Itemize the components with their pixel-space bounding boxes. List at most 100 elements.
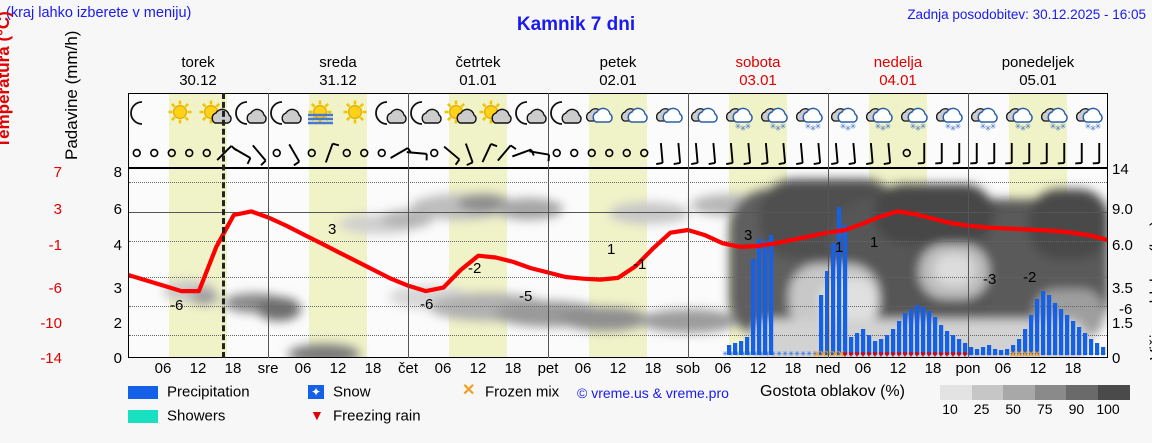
precipitation-bar [1083, 333, 1088, 355]
time-label-5: 12 [329, 360, 347, 377]
svg-text:✳: ✳ [950, 124, 957, 133]
time-label-14: 18 [644, 360, 662, 377]
freezing-rain-marker: ▼ [907, 350, 915, 357]
freezing-rain-marker-icon: ▼ [310, 407, 324, 424]
time-label-11: pet [537, 360, 559, 377]
precipitation-bar [891, 329, 896, 355]
legend-frozen-mix: ✕ Frozen mix [460, 383, 559, 401]
cloud-snow-icon: ✳ ✳ ✳ [828, 97, 863, 137]
time-label-24: 06 [994, 360, 1012, 377]
cloud-cover-step-0 [940, 385, 972, 400]
temperature-curve [129, 209, 1107, 294]
legend-snow-label: Snow [333, 383, 371, 401]
copyright-note[interactable]: © vreme.us & vreme.pro [577, 385, 729, 401]
snow-marker: ✳ [998, 350, 1004, 357]
snow-marker: ✳ [728, 350, 734, 357]
freezing-rain-marker: ▼ [841, 350, 849, 357]
snow-marker: ✳ [770, 350, 776, 357]
temperature-label-11: -2 [1023, 269, 1037, 286]
precipitation-bar [975, 349, 980, 355]
precipitation-bar [837, 207, 842, 355]
snow-marker: ✳ [794, 350, 800, 357]
snow-marker: ✳ [788, 350, 794, 357]
day-header-0: torek 30.12 [128, 54, 268, 89]
svg-text:✳: ✳ [980, 122, 987, 131]
snow-marker: ✳ [1082, 350, 1088, 357]
snow-marker: ✳ [914, 350, 920, 357]
snow-marker: ✳ [926, 350, 932, 357]
day-separator-6 [968, 93, 969, 358]
snow-marker: ✳ [944, 350, 950, 357]
precip-tick-2: 4 [113, 237, 122, 254]
snow-marker: ✳ [890, 350, 896, 357]
wind-barb-row [132, 142, 1101, 167]
day-name: ponedeljek [1001, 54, 1075, 71]
cloud-cover-step-2 [1003, 385, 1035, 400]
cloud-cover-step-5 [1098, 385, 1130, 400]
temp-tick-2: -1 [48, 237, 62, 254]
time-label-18: 18 [784, 360, 802, 377]
snow-marker: ✳ [956, 350, 962, 357]
cloud-tick-1: 9.0 [1112, 201, 1133, 218]
snow-marker: ✳ [758, 350, 764, 357]
precipitation-bar [825, 271, 830, 355]
day-name: sreda [319, 54, 357, 71]
cloud-icon [653, 97, 688, 137]
day-name: petek [599, 54, 637, 71]
moon-cloud-icon [268, 97, 303, 137]
snow-marker: ✳ [1058, 350, 1064, 357]
precipitation-bar [1023, 329, 1028, 355]
time-label-2: 18 [224, 360, 242, 377]
svg-text:✳: ✳ [1090, 124, 1097, 133]
precipitation-bar [1011, 345, 1016, 355]
meteogram-plot[interactable]: ✳ ✳ ✳ ✳ ✳ ✳ ✳ ✳ ✳ ✳ ✳ ✳ ✳ ✳ ✳ ✳ ✳ ✳ ✳ ✳ ✳ ✳ ✳ ✳ ✳ ✳ ✳ ✳ ✳ ✳ ✳ ✳ ✳ ✳ ✳ ✳ ✳ ✳ ✳ ✳… [128, 93, 1132, 358]
time-label-17: 12 [749, 360, 767, 377]
time-label-0: 06 [154, 360, 172, 377]
day-name: torek [181, 54, 215, 71]
precipitation-bar [855, 333, 860, 355]
day-separator-5 [828, 93, 829, 358]
precipitation-bar [993, 349, 998, 355]
cloud-snow-icon: ✳ ✳ ✳ [863, 97, 898, 137]
snow-marker: ✳ [776, 350, 782, 357]
moon-cloud-icon [513, 97, 548, 137]
freezing-rain-marker: ▼ [937, 350, 945, 357]
time-label-9: 12 [469, 360, 487, 377]
cloud-snow-icon: ✳ ✳ ✳ [898, 97, 933, 137]
day-date: 05.01 [1019, 72, 1057, 89]
svg-text:✳: ✳ [955, 122, 962, 131]
precipitation-bar [843, 225, 848, 355]
precipitation-bars: ✳ ✳ ✳ ✳ ✳ ✳ ✳ ✳ ✳ ✳ ✳ ✳ ✳ ✳ ✳ ✳ ✳ ✳ ✳ ✳ ✳ ✳ ✳ ✳ ✳ ✳ ✳ ✳ ✳ ✳ ✳ ✳ ✳ ✳ ✳ ✳ ✳ ✳ ✳ ✳… [722, 207, 1106, 357]
temperature-label-0: -6 [170, 297, 184, 314]
snow-marker: ✳ [824, 350, 830, 357]
precipitation-bar [763, 241, 768, 355]
snow-marker: ✳ [764, 350, 770, 357]
snow-marker: ✳ [1100, 350, 1106, 357]
svg-text:✳: ✳ [845, 124, 852, 133]
cloud-cover-tick-1: 25 [973, 401, 990, 417]
snow-marker: ✳ [872, 350, 878, 357]
cloud-snow-icon: ✳ ✳ ✳ [793, 97, 828, 137]
svg-text:✳: ✳ [885, 122, 892, 131]
cloud-snow-icon: ✳ ✳ ✳ [1003, 97, 1038, 137]
page-title: Kamnik 7 dni [516, 14, 636, 35]
legend: Precipitation Showers ✦ Snow ▼ Freezing ra… [128, 383, 1152, 439]
snow-marker: ✳ [992, 350, 998, 357]
frozen-mix-marker: ✕ [1027, 349, 1035, 357]
precipitation-bar [1089, 339, 1094, 355]
sun-fog-icon [303, 97, 338, 137]
location-menu-note[interactable]: (kraj lahko izberete v meniju) [6, 5, 192, 21]
moon-cloud-icon [548, 97, 583, 137]
gridline-4 [129, 306, 1107, 307]
cloud-cover-tick-4: 90 [1068, 401, 1085, 417]
weather-icon-row: ✳ ✳ ✳ ✳ ✳ ✳ ✳ ✳ ✳ ✳ ✳ ✳ ✳ ✳ ✳ ✳ ✳ ✳ ✳ ✳ ✳ ✳ ✳ ✳ ✳ ✳ ✳ ✳ ✳ ✳ ✳ ✳ ✳ [128, 93, 1108, 140]
time-label-23: pon [955, 360, 981, 377]
cloud-cover-colorbar [940, 385, 1130, 400]
temperature-label-2: -6 [420, 296, 434, 313]
snow-marker: ✳ [962, 350, 968, 357]
precipitation-bar [751, 259, 756, 355]
legend-snow: ✦ Snow [308, 383, 371, 401]
cloud-icon [688, 97, 723, 137]
cloud-snow-icon: ✳ ✳ ✳ [1073, 97, 1108, 137]
time-label-25: 12 [1029, 360, 1047, 377]
